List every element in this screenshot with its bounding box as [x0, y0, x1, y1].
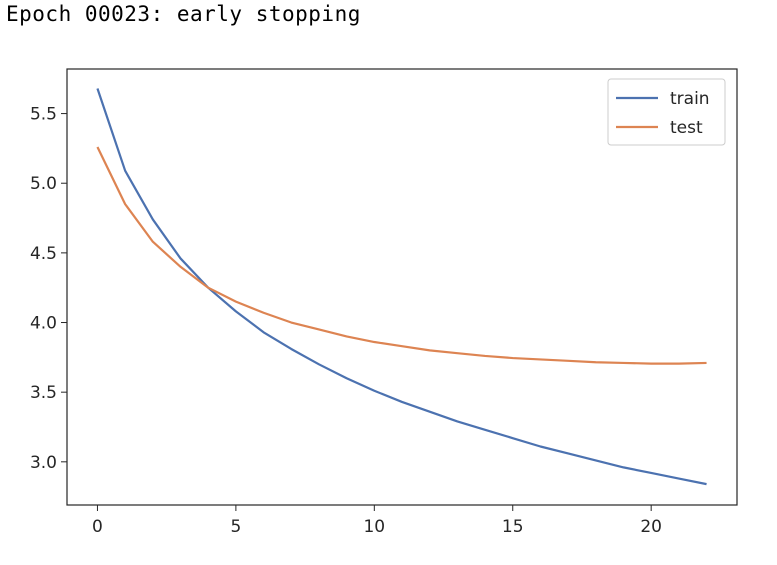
series-lines	[96, 88, 707, 486]
legend-label-train: train	[670, 89, 710, 109]
series-line-test	[96, 146, 707, 365]
y-tick-label: 5.5	[30, 105, 57, 125]
legend-box	[607, 78, 726, 146]
y-tick-label: 3.5	[30, 383, 57, 403]
x-tick-label: 10	[363, 517, 385, 537]
legend: train test	[607, 78, 726, 146]
console-output: Epoch 00023: early stopping	[6, 2, 361, 26]
axis-ticks: 0 5 10 15 20 3.0 3.5 4.0 4.5 5.0 5.5	[30, 105, 662, 537]
x-tick-label: 15	[502, 517, 524, 537]
y-tick-label: 4.5	[30, 244, 57, 264]
y-tick-label: 5.0	[30, 174, 57, 194]
series-line-train	[96, 88, 707, 486]
x-tick-label: 0	[92, 517, 103, 537]
x-tick-label: 20	[640, 517, 662, 537]
y-tick-label: 3.0	[30, 453, 57, 473]
y-tick-label: 4.0	[30, 314, 57, 334]
legend-label-test: test	[670, 118, 703, 138]
x-tick-label: 5	[230, 517, 241, 537]
